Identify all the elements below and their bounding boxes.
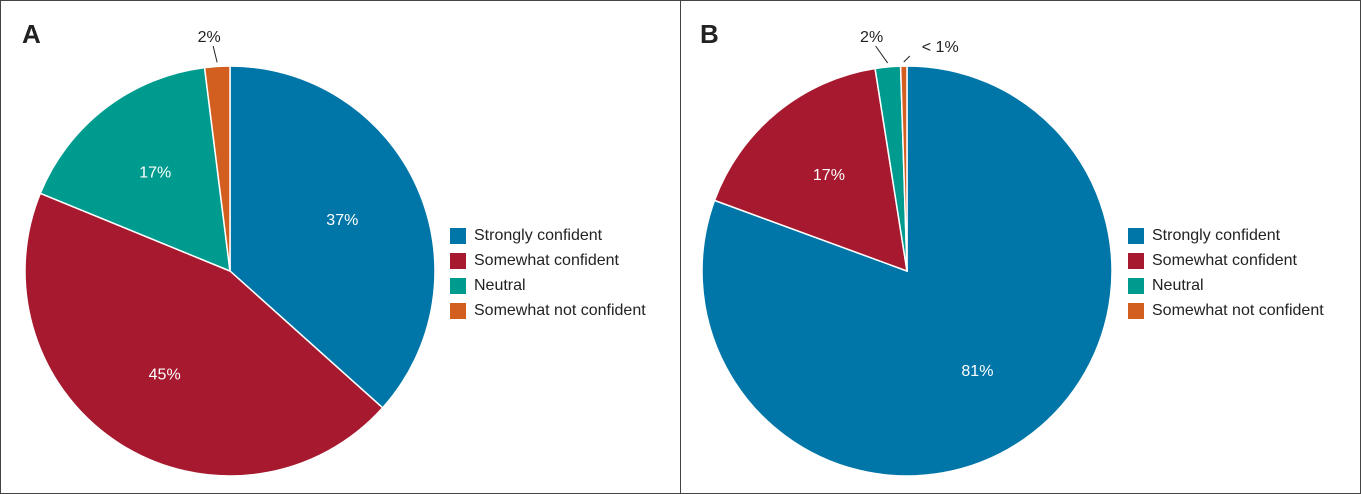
slice-label: 17% [813,167,845,184]
pie-slice [713,67,908,273]
slice-label: 37% [326,212,358,229]
leader-line [212,45,218,63]
panel-label: B [700,19,719,49]
slice-label: 17% [139,165,171,182]
leader-line [875,45,889,64]
leader-line [903,55,911,63]
legend-swatch [450,228,466,244]
legend-label: Somewhat not confident [1152,302,1324,319]
slice-label: 2% [860,29,883,46]
pie-slice [39,66,231,273]
panel-label: A [22,19,41,49]
pie-slice [203,65,231,272]
pie-slice [24,192,384,477]
legend-swatch [450,253,466,269]
legend-label: Somewhat confident [1152,252,1298,269]
legend-swatch [450,303,466,319]
legend-label: Neutral [1152,277,1204,294]
pie-slice [229,65,436,409]
slice-label: 2% [198,29,221,46]
slice-label: 45% [149,366,181,383]
legend-label: Strongly confident [1152,227,1281,244]
legend-label: Strongly confident [474,227,603,244]
legend-swatch [1128,278,1144,294]
legend-swatch [1128,253,1144,269]
legend-swatch [1128,228,1144,244]
pie-slice [701,65,1113,477]
legend-label: Somewhat not confident [474,302,646,319]
legend-label: Neutral [474,277,526,294]
legend-swatch [450,278,466,294]
legend-label: Somewhat confident [474,252,620,269]
slice-label: < 1% [922,39,959,56]
slice-label: 81% [961,363,993,380]
legend-swatch [1128,303,1144,319]
pie-slice [899,65,908,272]
